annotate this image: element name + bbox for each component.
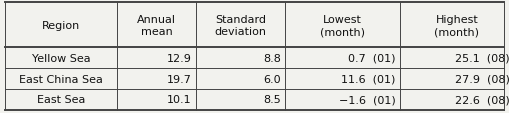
Text: Yellow Sea: Yellow Sea: [32, 53, 91, 63]
Text: East Sea: East Sea: [37, 94, 86, 104]
Text: Standard
deviation: Standard deviation: [214, 15, 267, 37]
Text: Region: Region: [42, 21, 80, 31]
Text: 8.8: 8.8: [263, 53, 281, 63]
Text: Lowest
(month): Lowest (month): [320, 15, 365, 37]
Text: 6.0: 6.0: [263, 74, 281, 84]
Text: −1.6  (01): −1.6 (01): [339, 94, 395, 104]
Text: 10.1: 10.1: [167, 94, 192, 104]
Text: Annual
mean: Annual mean: [137, 15, 176, 37]
Text: Highest
(month): Highest (month): [434, 15, 479, 37]
Text: 12.9: 12.9: [167, 53, 192, 63]
Text: 8.5: 8.5: [263, 94, 281, 104]
Text: East China Sea: East China Sea: [19, 74, 103, 84]
Text: 19.7: 19.7: [167, 74, 192, 84]
Text: 11.6  (01): 11.6 (01): [341, 74, 395, 84]
Text: 27.9  (08): 27.9 (08): [455, 74, 509, 84]
Text: 25.1  (08): 25.1 (08): [456, 53, 509, 63]
Text: 22.6  (08): 22.6 (08): [455, 94, 509, 104]
Text: 0.7  (01): 0.7 (01): [348, 53, 395, 63]
